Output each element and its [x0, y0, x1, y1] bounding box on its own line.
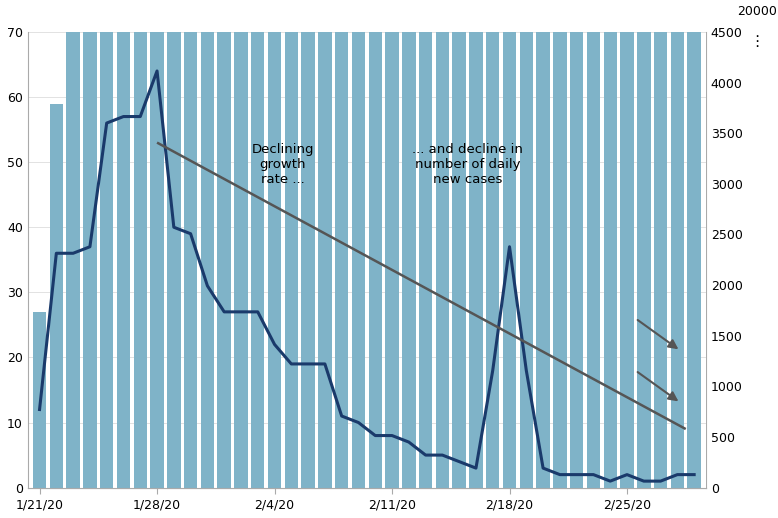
Bar: [503, 0, 517, 487]
Bar: [352, 0, 365, 487]
Bar: [419, 0, 433, 487]
Bar: [285, 0, 298, 487]
Bar: [436, 0, 449, 487]
Bar: [201, 0, 214, 487]
Bar: [251, 0, 265, 487]
Bar: [268, 0, 282, 487]
Bar: [167, 0, 180, 487]
Bar: [369, 0, 382, 487]
Bar: [570, 0, 584, 487]
Bar: [486, 0, 499, 487]
Bar: [654, 0, 668, 487]
Bar: [536, 0, 550, 487]
Bar: [301, 0, 315, 487]
Bar: [83, 0, 96, 487]
Bar: [134, 0, 147, 487]
Bar: [637, 0, 650, 487]
Bar: [117, 0, 130, 487]
Bar: [50, 104, 63, 487]
Bar: [402, 0, 415, 487]
Bar: [33, 312, 46, 487]
Bar: [218, 0, 231, 487]
Bar: [150, 0, 163, 487]
Bar: [234, 0, 247, 487]
Bar: [335, 0, 349, 487]
Bar: [66, 0, 80, 487]
Bar: [385, 0, 399, 487]
Bar: [453, 0, 466, 487]
Bar: [671, 0, 684, 487]
Text: Declining
growth
rate ...: Declining growth rate ...: [251, 142, 314, 185]
Bar: [620, 0, 634, 487]
Bar: [553, 0, 566, 487]
Bar: [318, 0, 331, 487]
Text: 20000: 20000: [737, 5, 776, 18]
Bar: [604, 0, 617, 487]
Bar: [688, 0, 701, 487]
Bar: [587, 0, 600, 487]
Text: ... and decline in
number of daily
new cases: ... and decline in number of daily new c…: [412, 142, 523, 185]
Bar: [184, 0, 198, 487]
Bar: [469, 0, 482, 487]
Bar: [520, 0, 533, 487]
Text: ⋮: ⋮: [749, 34, 764, 49]
Bar: [100, 0, 114, 487]
